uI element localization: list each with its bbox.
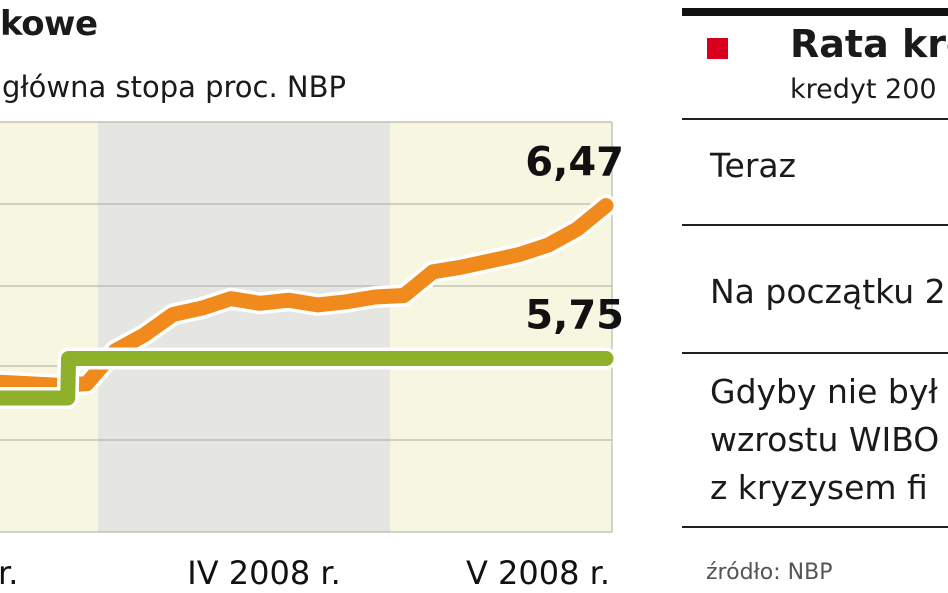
x-tick-label: r. xyxy=(0,554,18,592)
plot-band xyxy=(0,122,98,532)
panel-row-gdyby-line1: Gdyby nie był xyxy=(710,372,938,411)
x-tick-label: V 2008 r. xyxy=(466,554,610,592)
series-lines xyxy=(0,194,617,409)
source-note: źródło: NBP xyxy=(706,560,833,585)
data-labels: 6,47 5,75 xyxy=(525,140,624,339)
end-value-label: 5,75 xyxy=(525,293,624,339)
x-tick-label: IV 2008 r. xyxy=(187,554,341,592)
panel-title: Rata kre xyxy=(790,22,948,66)
panel-divider xyxy=(682,118,948,120)
plot-band xyxy=(390,122,612,532)
panel-row-teraz: Teraz xyxy=(710,146,796,185)
panel-marker-square xyxy=(707,38,728,59)
panel-top-rule xyxy=(682,8,948,16)
panel-divider xyxy=(682,352,948,354)
plot-background xyxy=(0,122,612,532)
panel-divider xyxy=(682,224,948,226)
end-value-label: 6,47 xyxy=(525,140,624,186)
panel-divider xyxy=(682,526,948,528)
panel-row-gdyby-line2: wzrostu WIBO xyxy=(710,420,940,459)
x-axis-ticks: r. IV 2008 r. V 2008 r. xyxy=(0,554,610,592)
series-label-nbp: główna stopa proc. NBP xyxy=(2,70,346,104)
series-line-green xyxy=(0,351,614,406)
panel-row-gdyby-line3: z kryzysem fi xyxy=(710,468,928,507)
panel-subtitle: kredyt 200 xyxy=(790,74,937,105)
panel-row-poczatek: Na początku 2 xyxy=(710,272,946,311)
chart-title: kowe xyxy=(0,4,98,44)
